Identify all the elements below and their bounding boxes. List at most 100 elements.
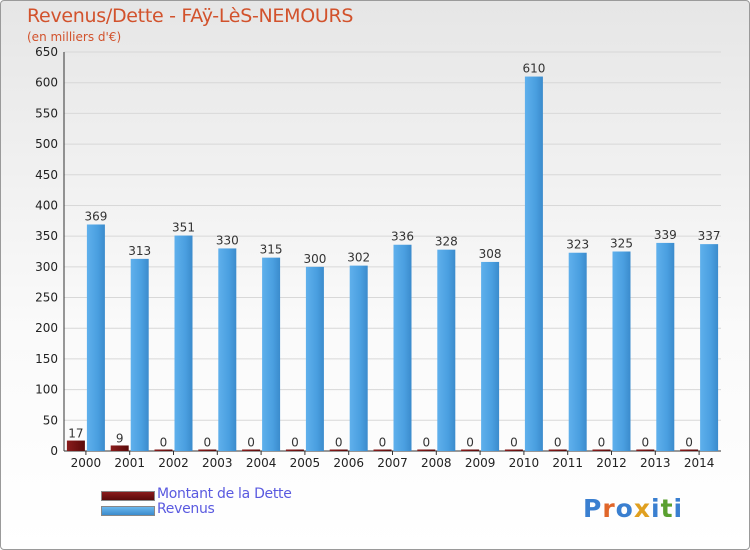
y-tick-label: 300 — [35, 260, 58, 274]
logo-letter: r — [602, 494, 615, 523]
data-label-revenue: 339 — [654, 228, 677, 242]
y-tick-label: 0 — [50, 444, 58, 458]
y-tick-label: 150 — [35, 352, 58, 366]
bar-debt — [66, 440, 85, 451]
y-tick-label: 100 — [35, 383, 58, 397]
bar-debt — [198, 449, 217, 451]
data-label-revenue: 323 — [566, 238, 589, 252]
bar-revenue — [656, 242, 675, 451]
data-label-debt: 0 — [291, 436, 299, 450]
logo-letter: o — [616, 494, 634, 523]
x-tick-label: 2000 — [71, 456, 102, 470]
x-tick-label: 2014 — [684, 456, 715, 470]
legend-swatch-revenue — [101, 506, 155, 516]
bar-debt — [110, 445, 129, 451]
bar-debt — [373, 449, 392, 451]
logo-letter: i — [651, 494, 661, 523]
bar-debt — [504, 449, 523, 451]
data-label-revenue: 313 — [128, 244, 151, 258]
grid — [64, 51, 721, 452]
y-tick-label: 550 — [35, 106, 58, 120]
data-label-debt: 0 — [554, 436, 562, 450]
data-label-debt: 0 — [379, 436, 387, 450]
y-tick-label: 450 — [35, 168, 58, 182]
bar-debt — [680, 449, 699, 451]
x-tick-label: 2005 — [290, 456, 321, 470]
bar-debt — [636, 449, 655, 451]
y-tick-label: 350 — [35, 229, 58, 243]
data-label-debt: 0 — [466, 436, 474, 450]
x-axis: 2000 2001 2002 2003 2004 2005 2006 2007 2008 2009… — [71, 451, 715, 470]
x-tick-label: 2003 — [202, 456, 233, 470]
bar-revenue — [130, 258, 149, 451]
bar-revenue — [524, 76, 543, 452]
data-label-debt: 0 — [598, 436, 606, 450]
data-label-debt: 0 — [160, 436, 168, 450]
bar-debt — [592, 449, 611, 451]
data-label-revenue: 351 — [172, 221, 195, 235]
data-label-debt: 0 — [203, 436, 211, 450]
bars — [66, 76, 719, 452]
data-label-debt: 17 — [68, 427, 83, 441]
proxiti-logo: Proxiti — [583, 494, 684, 523]
data-label-revenue: 337 — [698, 229, 721, 243]
bar-debt — [417, 449, 436, 451]
bar-revenue — [700, 244, 719, 451]
data-labels: 17 369 9 313 0 351 0 330 0 315 0 300 0 302 0 336 0 328 0 30… — [68, 62, 720, 450]
y-tick-label: 250 — [35, 291, 58, 305]
data-label-revenue: 330 — [216, 233, 239, 247]
bar-debt — [154, 449, 173, 451]
bar-debt — [548, 449, 567, 451]
data-label-debt: 0 — [510, 436, 518, 450]
y-tick-label: 650 — [35, 45, 58, 59]
y-tick-label: 200 — [35, 321, 58, 335]
x-tick-label: 2011 — [552, 456, 583, 470]
y-tick-label: 400 — [35, 198, 58, 212]
x-tick-label: 2012 — [596, 456, 627, 470]
bar-revenue — [481, 261, 500, 451]
bar-revenue — [86, 224, 105, 451]
x-tick-label: 2002 — [158, 456, 189, 470]
data-label-revenue: 336 — [391, 230, 414, 244]
data-label-debt: 0 — [685, 436, 693, 450]
x-tick-label: 2010 — [509, 456, 540, 470]
logo-letter: x — [634, 494, 651, 523]
bar-revenue — [437, 249, 456, 451]
bar-revenue — [349, 265, 368, 451]
data-label-revenue: 300 — [303, 252, 326, 266]
x-tick-label: 2004 — [246, 456, 277, 470]
x-tick-label: 2001 — [114, 456, 145, 470]
legend-label-debt: Montant de la Dette — [157, 486, 292, 502]
data-label-revenue: 325 — [610, 237, 633, 251]
bar-revenue — [262, 257, 281, 451]
bar-revenue — [612, 251, 631, 451]
data-label-revenue: 308 — [479, 247, 502, 261]
logo-letter: i — [674, 494, 684, 523]
data-label-revenue: 315 — [260, 243, 283, 257]
x-tick-label: 2013 — [640, 456, 671, 470]
x-tick-label: 2009 — [465, 456, 496, 470]
bar-debt — [329, 449, 348, 451]
x-tick-label: 2008 — [421, 456, 452, 470]
data-label-debt: 0 — [422, 436, 430, 450]
x-tick-label: 2007 — [377, 456, 408, 470]
bar-debt — [461, 449, 480, 451]
legend-swatch-debt — [101, 491, 155, 501]
chart-subtitle: (en milliers d'€) — [27, 30, 122, 44]
data-label-revenue: 328 — [435, 235, 458, 249]
bar-debt — [285, 449, 304, 451]
data-label-revenue: 369 — [84, 209, 107, 223]
data-label-debt: 0 — [641, 436, 649, 450]
chart-title: Revenus/Dette - FAÿ-LèS-NEMOURS — [27, 5, 354, 27]
y-tick-label: 500 — [35, 137, 58, 151]
logo-letter: P — [583, 494, 602, 523]
y-tick-label: 50 — [43, 413, 58, 427]
data-label-revenue: 610 — [522, 62, 545, 76]
bar-revenue — [568, 252, 587, 451]
bar-debt — [242, 449, 261, 451]
data-label-debt: 9 — [116, 431, 124, 445]
bar-revenue — [305, 266, 324, 451]
data-label-debt: 0 — [247, 436, 255, 450]
